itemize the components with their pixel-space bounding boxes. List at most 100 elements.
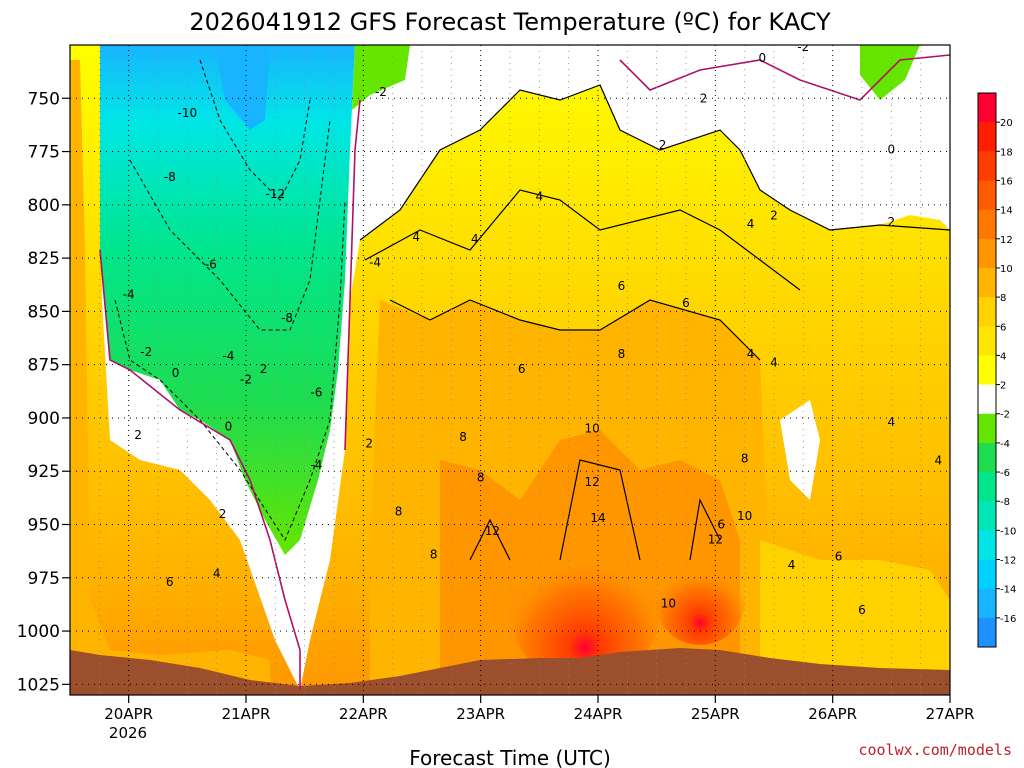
cold-region (100, 45, 355, 555)
colorbar-swatch (978, 588, 996, 619)
colorbar-label: 10 (1000, 264, 1013, 275)
hot-core-secondary (655, 555, 745, 645)
colorbar-swatch (978, 355, 996, 386)
contour-line-0c-upper (619, 54, 950, 101)
colorbar-swatch (978, 297, 996, 327)
orange-zone-right (760, 540, 950, 690)
colorbar-label: 18 (1000, 147, 1013, 158)
colorbar-swatch (978, 530, 996, 561)
contour-line-4c (364, 189, 801, 291)
x-tick-label-24APR: 24APR (574, 705, 623, 723)
colorbar-label: -16 (1000, 614, 1016, 625)
contour-label: 6 (618, 279, 626, 293)
contour-line-8c (389, 299, 761, 361)
contour-label: -4 (222, 349, 234, 363)
contour-label: 4 (934, 454, 942, 468)
contour-label: 6 (518, 362, 526, 376)
contour-line-minus8c (129, 119, 331, 331)
contour-label: 12 (584, 475, 599, 489)
x-tick-label-27APR: 27APR (926, 705, 975, 723)
colorbar-swatch (978, 180, 996, 211)
colorbar-swatch (978, 617, 996, 648)
colorbar-label: -2 (1000, 410, 1010, 421)
contour-label: -2 (375, 85, 387, 99)
y-tick-label-950: 950 (28, 516, 60, 536)
contour-label: 2 (219, 507, 227, 521)
y-tick-label-800: 800 (28, 196, 60, 216)
x-tick-label-21APR: 21APR (222, 705, 271, 723)
x-axis-label: Forecast Time (UTC) (409, 746, 611, 768)
contour-label: 8 (741, 451, 749, 465)
colorbar-swatch (978, 413, 996, 444)
x-tick-label-25APR: 25APR (691, 705, 740, 723)
x-tick-label-22APR: 22APR (339, 705, 388, 723)
x-sub-label-year: 2026 (109, 724, 147, 742)
contour-label: 10 (737, 509, 752, 523)
contour-line-0c-right (344, 99, 361, 451)
contour-label: -8 (281, 311, 293, 325)
chart-title: 2026041912 GFS Forecast Temperature (ºC)… (189, 8, 831, 36)
contour-label: 4 (888, 415, 896, 429)
contour-label: 10 (584, 422, 599, 436)
y-tick-label-775: 775 (28, 143, 60, 163)
contour-line-2c (359, 84, 950, 241)
y-tick-label-1000: 1000 (17, 622, 60, 642)
colorbar: 20 18 16 14 12 10 8 6 4 2 -2 -4 -6 -8 -10 -12 -14 -16 (977, 92, 1016, 648)
colorbar-swatch (978, 559, 996, 590)
contour-label: 6 (835, 549, 843, 563)
x-tick-label-20APR: 20APR (104, 705, 153, 723)
colorbar-label: 8 (1000, 293, 1006, 304)
colorbar-swatch (978, 151, 996, 181)
contour-label: -4 (310, 458, 322, 472)
colorbar-label: 4 (1000, 351, 1006, 362)
contour-label: 0 (888, 142, 896, 156)
contour-line-12c (469, 459, 721, 561)
colorbar-label: 2 (1000, 381, 1006, 392)
colorbar-label: -10 (1000, 526, 1016, 537)
contour-label: 2 (888, 215, 896, 229)
colorbar-label: -4 (1000, 439, 1010, 450)
contour-label: 0 (225, 419, 233, 433)
contour-line-minus12c (199, 59, 311, 201)
colorbar-swatch (978, 442, 996, 473)
colorbar-label: 14 (1000, 206, 1013, 217)
orange-zone-left (70, 60, 270, 695)
contour-label: 4 (770, 356, 778, 370)
x-tick-label-23APR: 23APR (456, 705, 505, 723)
credit-text: coolwx.com/models (858, 741, 1012, 759)
colorbar-swatch (978, 384, 996, 415)
contour-label: -12 (266, 187, 286, 201)
contour-label: -6 (310, 385, 322, 399)
plot-frame (69, 44, 951, 696)
colorbar-label: 12 (1000, 235, 1013, 246)
colorbar-swatch (978, 472, 996, 502)
contour-label: 8 (395, 505, 403, 519)
x-axis: 20APR 21APR 22APR 23APR 24APR 25APR 26APR 27APR (104, 695, 974, 723)
y-axis: 750 775 800 825 850 875 900 925 950 975 1000 1025 (17, 89, 70, 695)
contour-label: 4 (788, 558, 796, 572)
contour-label: 2 (260, 362, 268, 376)
contour-label: 2 (659, 138, 667, 152)
contour-label: 12 (485, 524, 500, 538)
cold-patch-top (352, 45, 410, 110)
contour-label: 2 (365, 437, 373, 451)
y-tick-label-750: 750 (28, 89, 60, 109)
contour-label: -10 (178, 106, 198, 120)
colorbar-label: -6 (1000, 468, 1010, 479)
contour-label: 4 (412, 230, 420, 244)
colorbar-swatch (978, 209, 996, 240)
hot-core (510, 535, 660, 685)
colorbar-swatch (978, 238, 996, 269)
y-tick-label-875: 875 (28, 356, 60, 376)
contour-label: -2 (240, 373, 252, 387)
colorbar-swatch (978, 122, 996, 152)
contour-label: -4 (369, 255, 381, 269)
contour-label: 8 (459, 430, 467, 444)
contour-label: 8 (618, 347, 626, 361)
contour-label: 2 (700, 91, 708, 105)
colorbar-swatch (978, 267, 996, 298)
contour-label: 2 (770, 208, 778, 222)
colorbar-label: 16 (1000, 176, 1013, 187)
contour-label: -8 (164, 170, 176, 184)
